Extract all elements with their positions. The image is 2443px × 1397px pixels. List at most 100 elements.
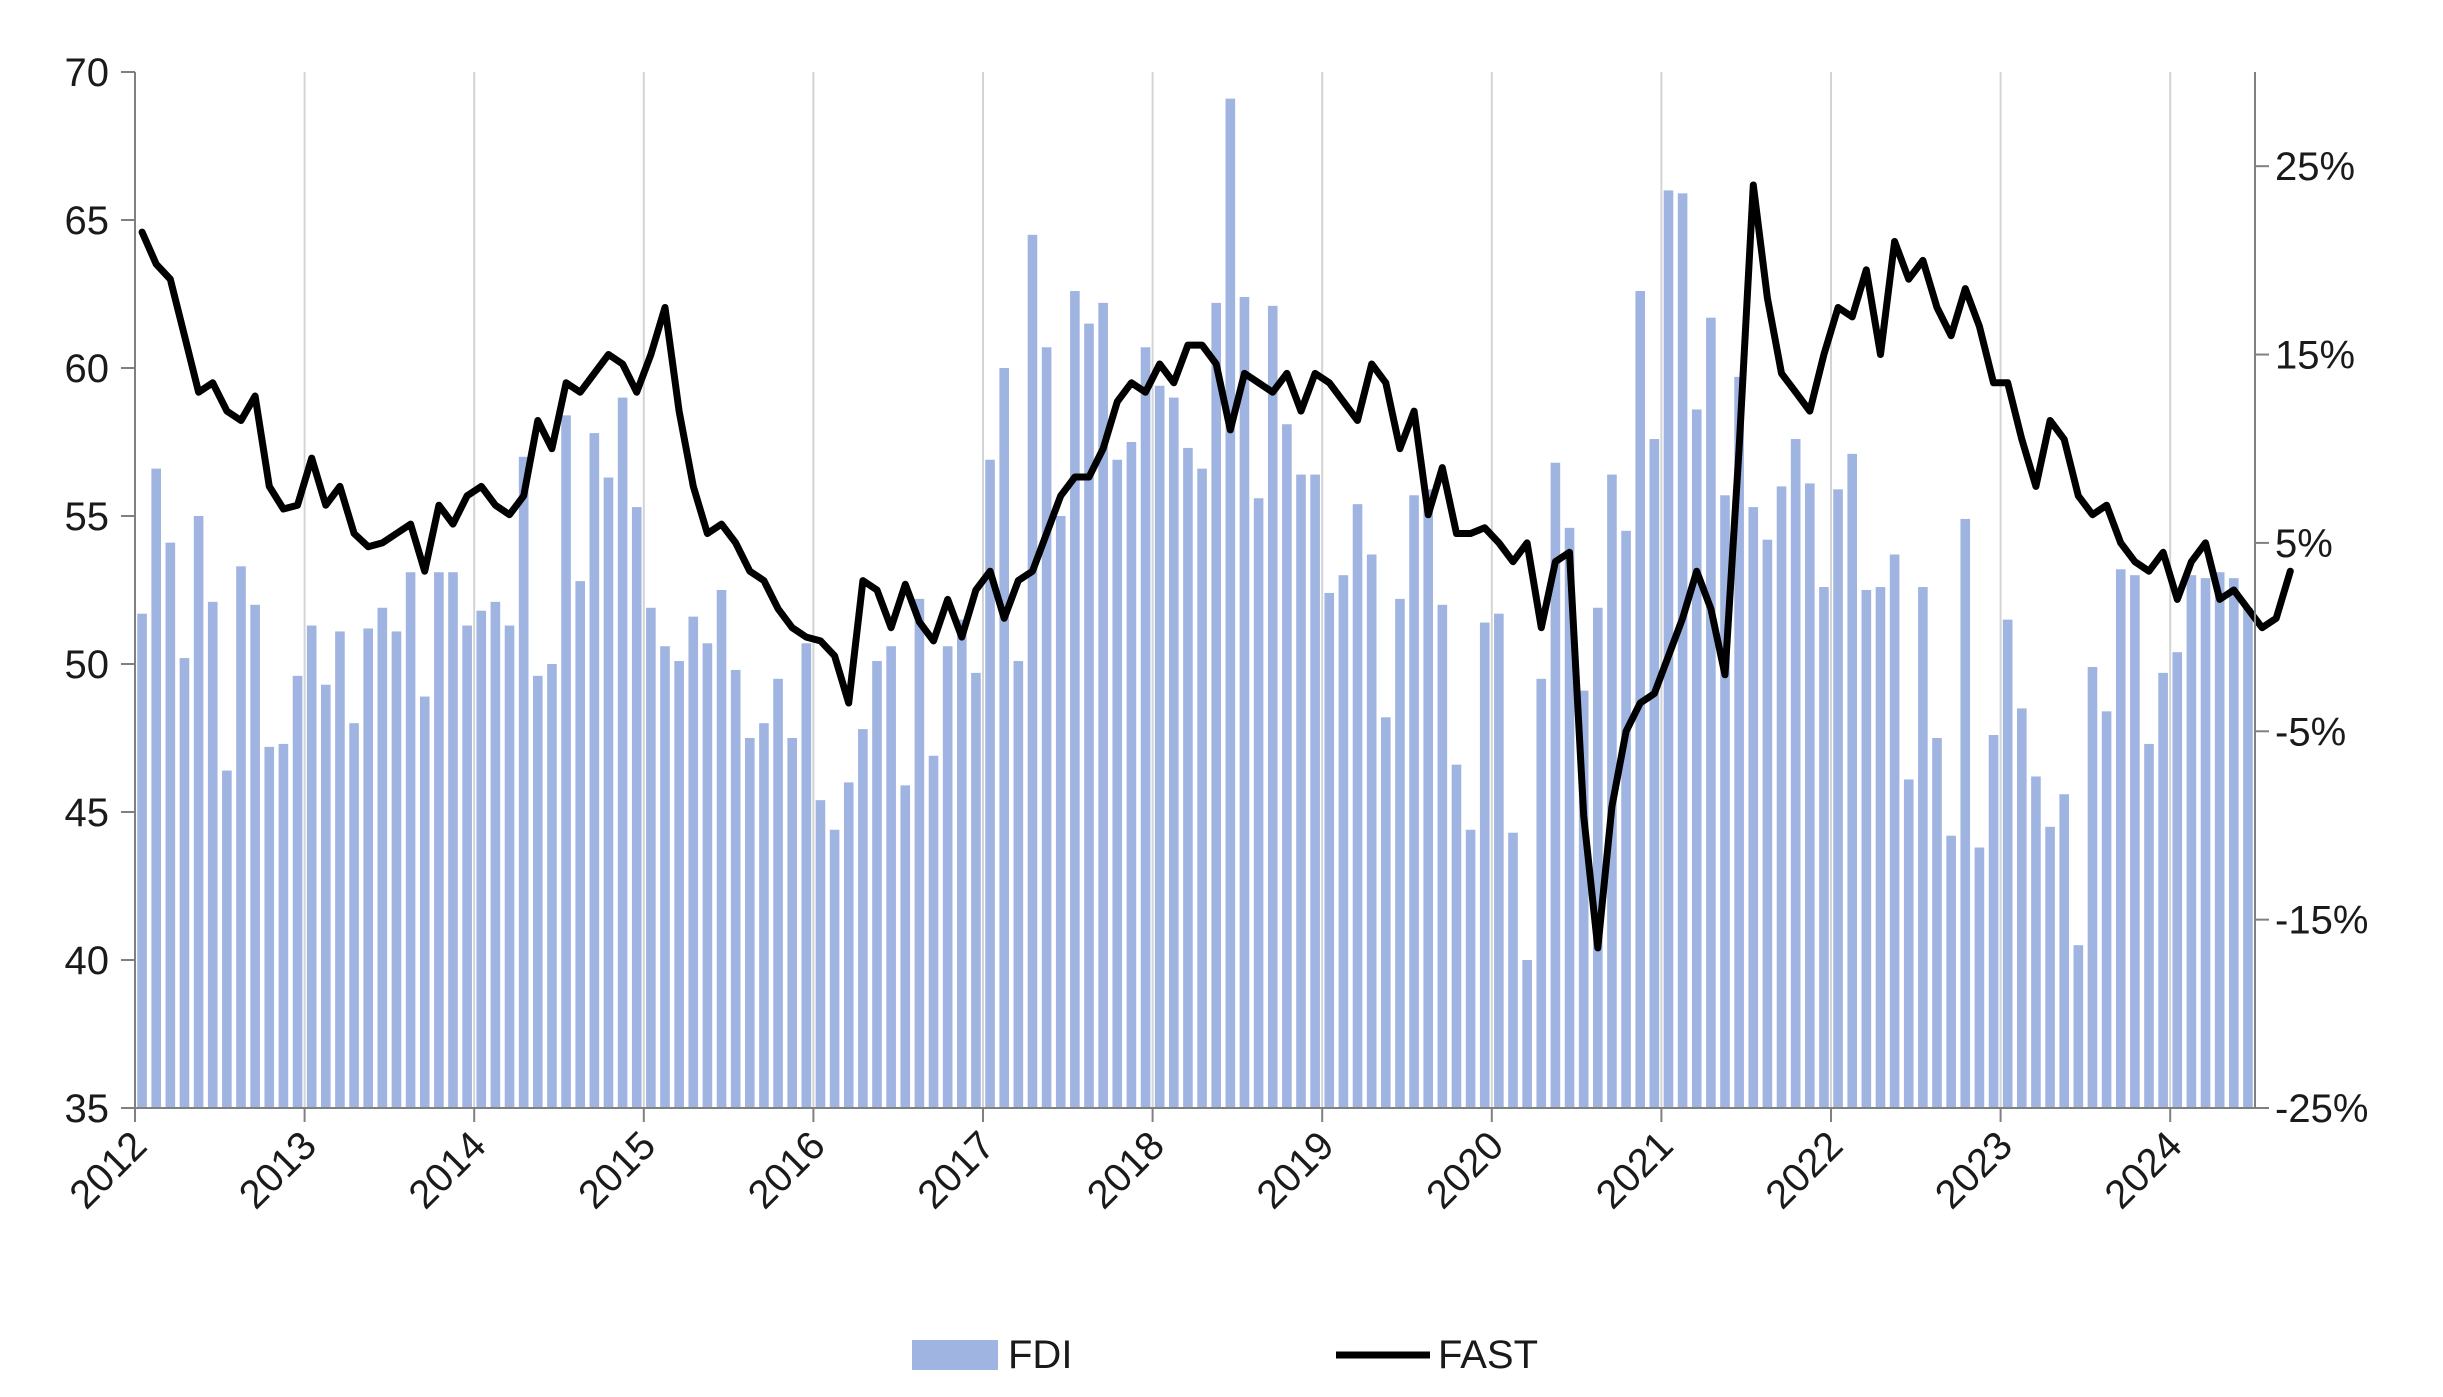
fdi-bar [843,782,854,1108]
fdi-bar [1804,483,1815,1108]
fdi-bar [405,572,416,1108]
fdi-bar [1098,302,1108,1108]
fast-line [138,181,2294,952]
fdi-bar [631,507,642,1108]
fdi-bar [589,433,600,1108]
fdi-bar [1070,291,1080,1108]
fdi-bar [207,601,218,1108]
fdi-bar [858,729,868,1108]
fdi-bar [264,746,275,1108]
x-tick-label: 2021 [1588,1123,1682,1217]
fdi-bar [2186,575,2197,1108]
fdi-bar [1338,575,1349,1108]
fdi-bar [646,607,656,1108]
fdi-bar [900,785,911,1108]
fdi-bar [490,601,501,1108]
fdi-bar [193,516,204,1108]
fdi-bar [617,397,628,1109]
left-y-tick-label: 40 [65,939,110,983]
fdi-bar [1409,495,1419,1108]
left-y-tick-label: 45 [65,791,110,835]
fdi-bar [1154,385,1165,1108]
fdi-bar [2228,578,2239,1108]
legend-label-fdi: FDI [1008,1333,1072,1377]
fdi-bar [2002,619,2013,1108]
fdi-bar [2158,672,2168,1108]
left-y-tick-labels: 35 40 45 50 55 60 65 70 [65,51,110,1131]
fdi-bar [222,770,232,1108]
fdi-bar [1451,764,1462,1108]
fdi-bar [971,672,981,1108]
fdi-bar [1211,302,1222,1108]
left-y-tick-label: 60 [65,347,110,391]
fdi-bar [1508,832,1518,1108]
fdi-bar [2059,794,2070,1108]
right-y-tick-label: 5% [2275,522,2333,566]
fdi-bar [476,610,487,1108]
fdi-bar [2200,578,2211,1108]
fdi-bar [1494,613,1504,1108]
fdi-bar [1423,489,1434,1108]
fdi-bar [1084,323,1094,1109]
fdi-bar [448,572,458,1108]
fdi-bar [1055,516,1066,1108]
fdi-bar [504,625,515,1108]
fdi-bar [1267,305,1278,1109]
fdi-bar [1592,607,1603,1108]
fdi-bar [2016,708,2027,1108]
x-tick-label: 2022 [1757,1123,1851,1217]
fdi-bar [1239,296,1250,1109]
right-y-tick-label: -15% [2275,899,2368,943]
fdi-bar [1041,347,1052,1108]
fdi-bar [1790,439,1801,1108]
x-tick-label: 2016 [740,1123,834,1217]
fdi-bar [561,415,571,1108]
fdi-bar [306,625,317,1108]
fdi-bar [2172,652,2183,1108]
fdi-bar [2130,575,2140,1108]
fdi-bar [2214,572,2225,1108]
fdi-bar [1296,474,1306,1108]
fdi-bar [716,590,727,1108]
fdi-bar [1479,622,1490,1108]
x-tick-labels: 2012 2013 2014 2015 2016 2017 2018 2019 2020 2021… [61,1123,2190,1217]
fdi-bar [1776,486,1787,1108]
fdi-bar [1168,397,1179,1109]
fdi-bar [985,459,995,1108]
fdi-bar [702,643,713,1108]
fdi-bar [603,477,614,1108]
fdi-bar [1762,539,1773,1108]
fdi-bar [278,743,289,1108]
fdi-bar [1649,439,1660,1108]
fdi-bar [1946,835,1956,1108]
fdi-bar [1253,498,1264,1108]
fdi-bar [1366,554,1377,1108]
fdi-bars [137,98,2253,1109]
fdi-bar [1564,527,1575,1108]
fdi-bar [815,800,826,1108]
fdi-bar [2115,569,2126,1108]
fdi-bar [1197,468,1207,1108]
right-y-tick-label: -5% [2275,710,2346,754]
fdi-bar [2101,711,2112,1108]
fdi-bar [1720,495,1730,1108]
x-tick-label: 2024 [2097,1123,2191,1217]
fdi-bar [335,631,345,1108]
fdi-bar [1974,847,1985,1108]
fdi-bar [1903,779,1914,1108]
fdi-bar [1748,507,1759,1108]
fdi-bar [2045,826,2055,1108]
right-y-tick-label: -25% [2275,1087,2368,1131]
fdi-bar [1282,424,1292,1108]
fdi-bar [2031,776,2041,1108]
fdi-bar [2243,607,2253,1108]
fdi-bar [1465,829,1476,1108]
fdi-bar [434,572,444,1108]
fdi-bar [956,619,967,1108]
fdi-bar [1847,453,1858,1109]
fdi-bar [1395,598,1405,1108]
fdi-bar [532,675,543,1108]
fdi-bar [1437,604,1448,1108]
fdi-bar [1861,590,1872,1108]
fdi-bar [575,581,586,1108]
